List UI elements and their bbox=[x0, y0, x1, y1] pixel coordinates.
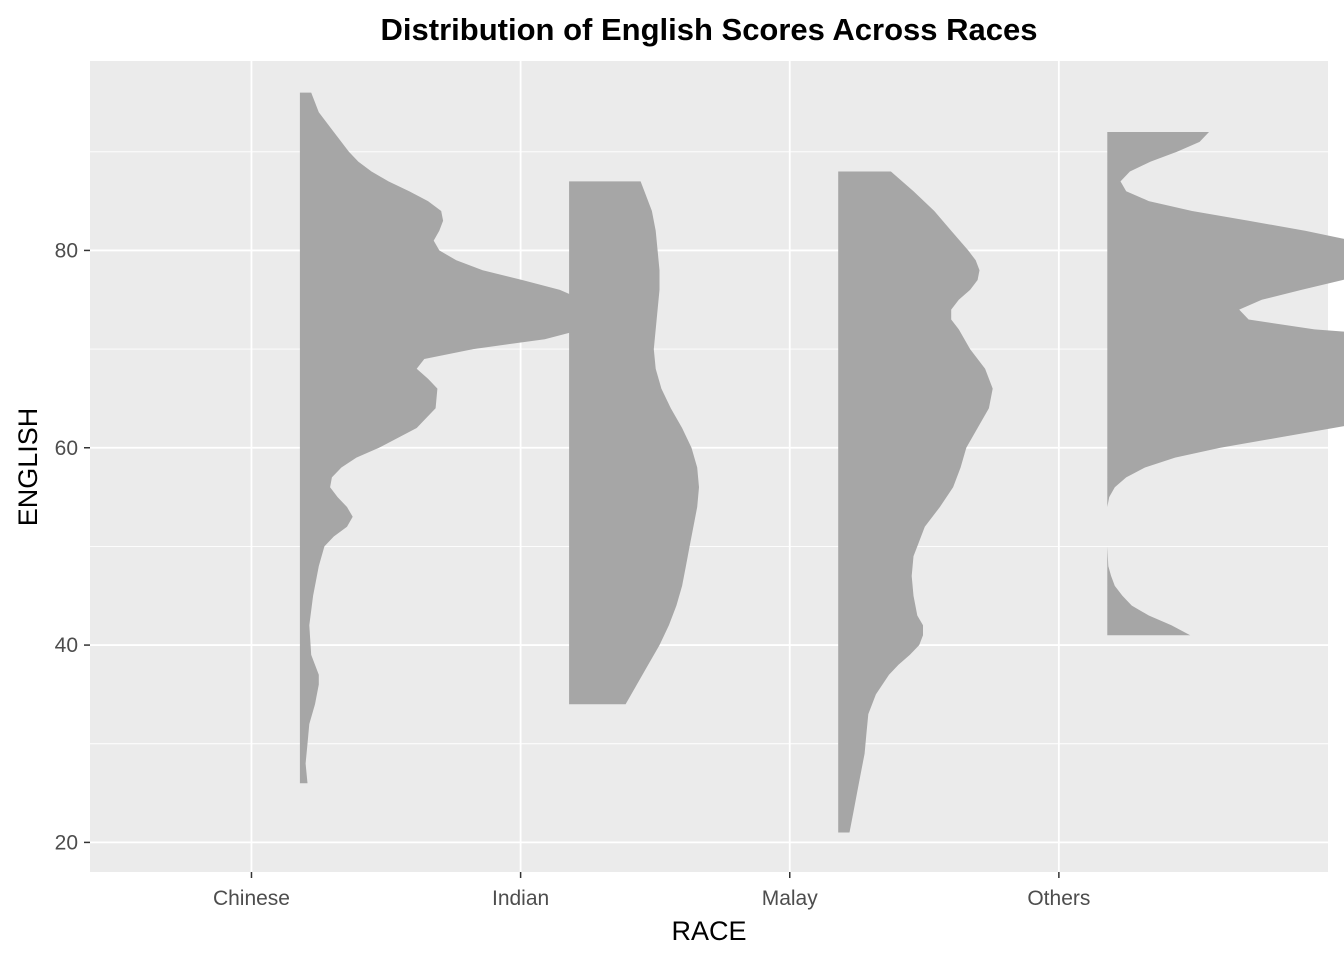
y-tick-label: 20 bbox=[55, 831, 78, 854]
x-axis: Chinese Indian Malay Others bbox=[213, 872, 1090, 910]
x-axis-title: RACE bbox=[671, 916, 746, 946]
x-tick-label: Indian bbox=[492, 887, 549, 910]
violin-chinese bbox=[299, 92, 602, 784]
y-axis: 20 40 60 80 bbox=[55, 239, 90, 854]
x-tick-label: Chinese bbox=[213, 887, 290, 910]
violin-indian bbox=[569, 181, 699, 705]
y-tick-label: 40 bbox=[55, 634, 78, 657]
y-tick-label: 80 bbox=[55, 239, 78, 262]
violin-others bbox=[1107, 132, 1344, 507]
y-axis-title: ENGLISH bbox=[13, 408, 43, 527]
x-tick-label: Malay bbox=[762, 887, 819, 910]
x-tick-label: Others bbox=[1027, 887, 1090, 910]
violin-layer bbox=[299, 92, 1344, 833]
y-tick-label: 60 bbox=[55, 437, 78, 460]
chart-title: Distribution of English Scores Across Ra… bbox=[381, 12, 1038, 47]
violin-others bbox=[1107, 546, 1191, 636]
violin-malay bbox=[838, 171, 993, 833]
